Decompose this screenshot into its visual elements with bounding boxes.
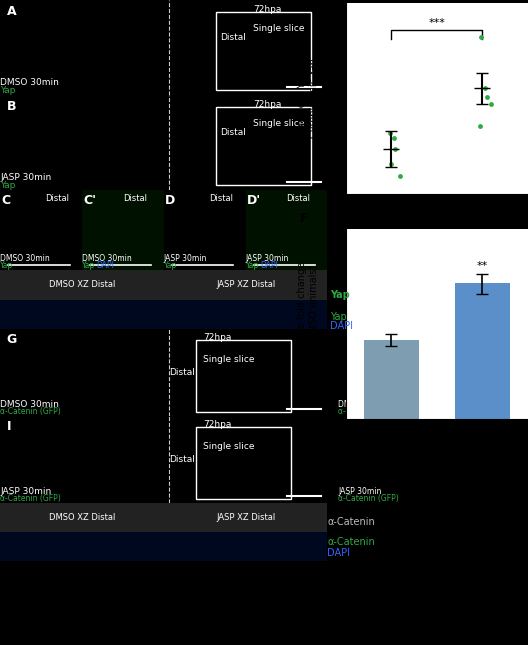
Text: Single slice: Single slice (253, 119, 305, 128)
Y-axis label: ctgfa relative fold change
(Jasp VS DMSO animals): ctgfa relative fold change (Jasp VS DMSO… (297, 262, 319, 386)
Text: Yap: Yap (0, 181, 15, 190)
Text: I: I (7, 421, 11, 433)
Text: DMSO 30min: DMSO 30min (338, 400, 388, 409)
Y-axis label: Nuclear Yap:
Cytoplasmic Yap: Nuclear Yap: Cytoplasmic Yap (297, 59, 319, 138)
Text: Yap: Yap (0, 261, 13, 270)
Bar (364, 339, 419, 645)
Point (386, 128, 394, 138)
Text: DMSO 30min: DMSO 30min (0, 78, 59, 87)
Text: α-Catenin (GFP): α-Catenin (GFP) (338, 407, 399, 416)
Text: Yap: Yap (164, 261, 177, 270)
Point (483, 92, 491, 103)
Text: Yap: Yap (82, 261, 95, 270)
Text: Distal: Distal (45, 194, 69, 203)
Text: α-Catenin (GFP): α-Catenin (GFP) (0, 407, 61, 416)
Text: JASP XZ Distal: JASP XZ Distal (216, 281, 275, 289)
Text: F: F (300, 212, 309, 225)
Text: JASP 30min: JASP 30min (164, 254, 207, 263)
Text: Single slice: Single slice (253, 24, 305, 33)
Point (386, 159, 395, 170)
Text: 72hpa: 72hpa (203, 421, 231, 430)
Text: Yap: Yap (330, 312, 347, 322)
Text: α-Catenin (GFP): α-Catenin (GFP) (338, 494, 399, 503)
Text: JASP 30min: JASP 30min (0, 487, 51, 496)
Text: α-Catenin: α-Catenin (327, 537, 375, 547)
Text: DAPI: DAPI (330, 321, 353, 331)
Text: DMSO 30min: DMSO 30min (0, 400, 59, 409)
Text: Yap: Yap (330, 290, 350, 301)
Text: 72hpa: 72hpa (203, 333, 231, 342)
Text: A: A (7, 5, 16, 18)
Text: C': C' (83, 194, 97, 206)
Text: C: C (2, 194, 11, 206)
Text: DMSO 30min: DMSO 30min (0, 254, 50, 263)
Text: ***: *** (429, 18, 445, 28)
Text: DMSO 30min: DMSO 30min (82, 254, 131, 263)
Text: **: ** (477, 261, 488, 271)
Text: Yap: Yap (246, 261, 259, 270)
Point (476, 121, 484, 132)
Text: DAPI: DAPI (97, 261, 115, 270)
Point (481, 83, 489, 94)
Text: 72hpa: 72hpa (253, 5, 282, 14)
Text: G: G (7, 333, 17, 346)
Text: B: B (7, 99, 16, 113)
Text: JASP 30min: JASP 30min (246, 254, 289, 263)
Text: Distal: Distal (169, 368, 195, 377)
Text: Single slice: Single slice (203, 355, 254, 364)
Point (487, 99, 495, 109)
Text: DAPI: DAPI (260, 261, 278, 270)
Text: DMSO XZ Distal: DMSO XZ Distal (49, 513, 115, 522)
Text: 72hpa: 72hpa (253, 99, 282, 108)
Point (395, 170, 404, 181)
Text: Yap: Yap (0, 86, 15, 95)
Text: JASP XZ Distal: JASP XZ Distal (216, 513, 275, 522)
Point (390, 132, 398, 143)
Text: α-Catenin (GFP): α-Catenin (GFP) (0, 494, 61, 503)
Text: D': D' (247, 194, 261, 206)
Text: DMSO XZ Distal: DMSO XZ Distal (49, 281, 115, 289)
Text: Distal: Distal (376, 333, 400, 342)
Text: Distal: Distal (376, 421, 400, 430)
Text: α-Catenin: α-Catenin (327, 517, 375, 528)
Text: D: D (165, 194, 176, 206)
Point (391, 144, 399, 154)
Text: DAPI: DAPI (327, 548, 351, 558)
Bar (455, 283, 510, 645)
Text: JASP 30min: JASP 30min (0, 173, 51, 182)
Text: Distal: Distal (220, 128, 246, 137)
Text: Distal: Distal (169, 455, 195, 464)
Text: Distal: Distal (286, 194, 310, 203)
Text: JASP 30min: JASP 30min (338, 487, 381, 496)
Text: Distal: Distal (209, 194, 233, 203)
Text: Distal: Distal (220, 33, 246, 42)
Point (477, 32, 485, 42)
Text: Distal: Distal (122, 194, 147, 203)
Text: Single slice: Single slice (203, 442, 254, 451)
